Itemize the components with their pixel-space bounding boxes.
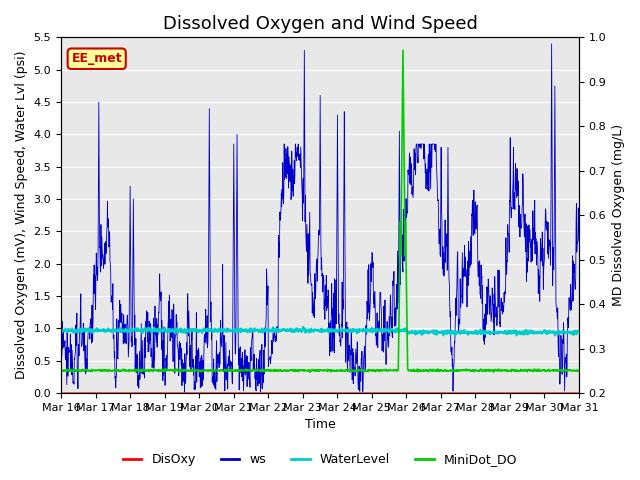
Legend: DisOxy, ws, WaterLevel, MiniDot_DO: DisOxy, ws, WaterLevel, MiniDot_DO (118, 448, 522, 471)
Y-axis label: MD Dissolved Oxygen (mg/L): MD Dissolved Oxygen (mg/L) (612, 124, 625, 306)
Title: Dissolved Oxygen and Wind Speed: Dissolved Oxygen and Wind Speed (163, 15, 477, 33)
X-axis label: Time: Time (305, 419, 335, 432)
Y-axis label: Dissolved Oxygen (mV), Wind Speed, Water Lvl (psi): Dissolved Oxygen (mV), Wind Speed, Water… (15, 51, 28, 380)
Text: EE_met: EE_met (72, 52, 122, 65)
